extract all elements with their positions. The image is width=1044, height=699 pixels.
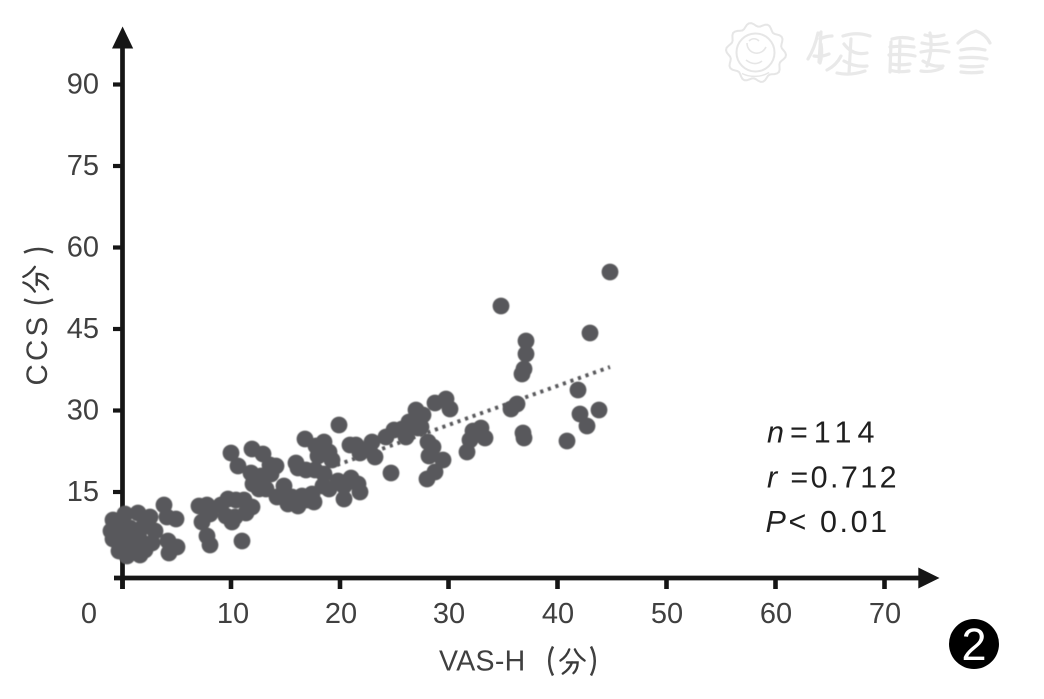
svg-text:n=114: n=114 (767, 416, 880, 450)
svg-text:10: 10 (217, 598, 249, 630)
svg-text:15: 15 (67, 476, 99, 508)
svg-text:VAS-H: VAS-H (439, 646, 526, 678)
svg-text:r =0.712: r =0.712 (767, 461, 899, 495)
svg-text:CCS: CCS (21, 314, 54, 386)
svg-text:2: 2 (961, 619, 986, 670)
svg-text:90: 90 (67, 69, 99, 101)
svg-text:30: 30 (433, 598, 465, 630)
svg-text:75: 75 (67, 150, 99, 182)
svg-text:60: 60 (760, 598, 792, 630)
svg-text:30: 30 (67, 395, 99, 427)
svg-text:70: 70 (869, 598, 901, 630)
svg-text:P< 0.01: P< 0.01 (766, 505, 890, 539)
svg-text:45: 45 (67, 313, 99, 345)
svg-text:0: 0 (81, 598, 97, 630)
svg-text:60: 60 (67, 232, 99, 264)
svg-text:20: 20 (325, 598, 357, 630)
svg-text:40: 40 (542, 598, 574, 630)
svg-text:50: 50 (651, 598, 683, 630)
